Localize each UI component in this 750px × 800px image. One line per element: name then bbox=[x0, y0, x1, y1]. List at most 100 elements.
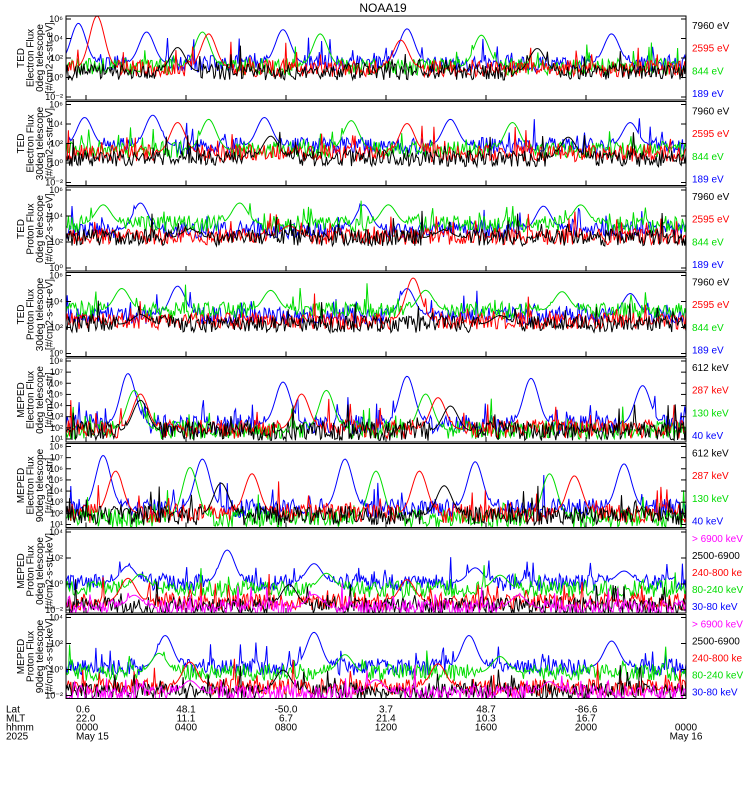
legend-entry: 2500-6900 bbox=[692, 551, 740, 562]
y-tick-label: 10⁸ bbox=[49, 442, 63, 452]
legend: 7960 eV 2595 eV 844 eV 189 eV bbox=[692, 107, 730, 186]
y-axis-label: MEPEDElectron Flux0deg telescope[#/cm2-s… bbox=[16, 366, 56, 434]
series-black bbox=[66, 399, 686, 442]
series-blue bbox=[66, 631, 686, 677]
legend-entry: 240-800 ke bbox=[692, 654, 742, 665]
y-tick-label: 10⁴ bbox=[49, 119, 63, 129]
x-tick-label: 0000 bbox=[76, 723, 99, 734]
legend: 7960 eV 2595 eV 844 eV 189 eV bbox=[692, 21, 730, 100]
legend-entry: 189 eV bbox=[692, 175, 724, 186]
legend-entry: 30-80 keV bbox=[692, 602, 738, 613]
y-axis-label: TEDElectron Flux0deg telescope[#/cm2-s-s… bbox=[16, 22, 56, 93]
x-row-label: hhmm bbox=[6, 723, 34, 734]
series-black bbox=[66, 210, 686, 248]
legend-entry: 189 eV bbox=[692, 260, 724, 271]
x-tick-label: 0000 bbox=[675, 723, 698, 734]
y-tick-label: 10² bbox=[50, 423, 63, 433]
x-tick-label: May 16 bbox=[670, 732, 703, 743]
y-tick-label: 10⁻² bbox=[45, 605, 63, 615]
x-tick-label: 1200 bbox=[375, 723, 398, 734]
series-green bbox=[66, 200, 686, 235]
x-tick-label: 0800 bbox=[275, 723, 298, 734]
x-tick-label: 6.7 bbox=[279, 714, 293, 725]
legend-entry: 612 keV bbox=[692, 363, 729, 374]
series-black bbox=[66, 131, 686, 169]
x-tick-label: 1600 bbox=[475, 723, 498, 734]
y-tick-label: 10² bbox=[50, 323, 63, 333]
x-tick-label: 21.4 bbox=[376, 714, 396, 725]
y-tick-label: 10⁷ bbox=[50, 367, 63, 377]
legend-entry: 30-80 keV bbox=[692, 688, 738, 699]
y-axis-label: TEDElectron Flux30deg telescope[#/cm2-s-… bbox=[16, 106, 56, 180]
x-row-label: Lat bbox=[6, 705, 20, 716]
y-tick-label: 10² bbox=[50, 639, 63, 649]
legend-entry: 2595 eV bbox=[692, 300, 730, 311]
legend-entry: 189 eV bbox=[692, 89, 724, 100]
legend: > 6900 keV 2500-6900 240-800 ke 80-240 keV 3… bbox=[692, 620, 743, 699]
y-tick-label: 10⁰ bbox=[49, 158, 63, 168]
series-black bbox=[66, 300, 686, 335]
panel-frame bbox=[65, 357, 687, 443]
legend-entry: 7960 eV bbox=[692, 21, 730, 32]
legend-entry: 80-240 keV bbox=[692, 585, 743, 596]
y-tick-label: 10⁴ bbox=[49, 34, 63, 44]
series-red bbox=[66, 470, 686, 524]
x-tick-label: -86.6 bbox=[575, 705, 598, 716]
legend: 7960 eV 2595 eV 844 eV 189 eV bbox=[692, 192, 730, 271]
legend-entry: 2595 eV bbox=[692, 44, 730, 55]
y-tick-label: 10⁶ bbox=[49, 464, 63, 474]
legend-entry: 287 keV bbox=[692, 386, 729, 397]
x-tick-label: 0.6 bbox=[76, 705, 90, 716]
y-tick-label: 10⁰ bbox=[49, 349, 63, 359]
series-red bbox=[66, 16, 686, 79]
y-tick-label: 10³ bbox=[50, 497, 63, 507]
panel-frame bbox=[65, 186, 687, 272]
y-tick-label: 10⁰ bbox=[49, 579, 63, 589]
legend-entry: 287 keV bbox=[692, 471, 729, 482]
legend-entry: 844 eV bbox=[692, 237, 724, 248]
x-tick-label: -50.0 bbox=[275, 705, 298, 716]
legend-entry: 844 eV bbox=[692, 66, 724, 77]
y-tick-label: 10⁸ bbox=[49, 356, 63, 366]
y-tick-label: 10⁴ bbox=[49, 527, 63, 537]
y-tick-label: 10² bbox=[50, 237, 63, 247]
y-axis-label: TEDProton Flux0deg telescope[#/cm2-s-str… bbox=[16, 193, 56, 264]
legend-entry: 189 eV bbox=[692, 346, 724, 357]
y-tick-label: 10⁶ bbox=[49, 185, 63, 195]
y-tick-label: 10³ bbox=[50, 412, 63, 422]
y-tick-label: 10⁻² bbox=[45, 92, 63, 102]
x-tick-label: 22.0 bbox=[76, 714, 96, 725]
y-tick-label: 10⁴ bbox=[49, 297, 63, 307]
legend-entry: 2500-6900 bbox=[692, 637, 740, 648]
y-tick-label: 10⁻² bbox=[45, 178, 63, 188]
series-magenta bbox=[66, 583, 686, 613]
x-tick-label: 11.1 bbox=[177, 714, 196, 725]
y-axis-label: TEDProton Flux30deg telescope[#/cm2-s-st… bbox=[16, 277, 56, 351]
y-tick-label: 10⁶ bbox=[49, 378, 63, 388]
y-tick-label: 10² bbox=[50, 553, 63, 563]
legend-entry: 7960 eV bbox=[692, 107, 730, 118]
legend: 7960 eV 2595 eV 844 eV 189 eV bbox=[692, 278, 730, 357]
y-tick-label: 10⁻² bbox=[45, 691, 63, 701]
legend-entry: > 6900 keV bbox=[692, 620, 743, 631]
series-red bbox=[66, 573, 686, 612]
y-tick-label: 10⁶ bbox=[49, 14, 63, 24]
legend-entry: 130 keV bbox=[692, 408, 729, 419]
series-green bbox=[66, 283, 686, 320]
legend-entry: 844 eV bbox=[692, 323, 724, 334]
x-tick-label: 16.7 bbox=[576, 714, 596, 725]
y-tick-label: 10⁰ bbox=[49, 73, 63, 83]
x-row-label: MLT bbox=[6, 714, 25, 725]
y-axis-label: MEPEDProton Flux0deg telescope[#/cm2-s-s… bbox=[16, 533, 56, 609]
panel-frame bbox=[65, 614, 687, 699]
legend-entry: 844 eV bbox=[692, 152, 724, 163]
series-magenta bbox=[66, 665, 686, 699]
chart-title: NOAA19 bbox=[359, 1, 407, 15]
